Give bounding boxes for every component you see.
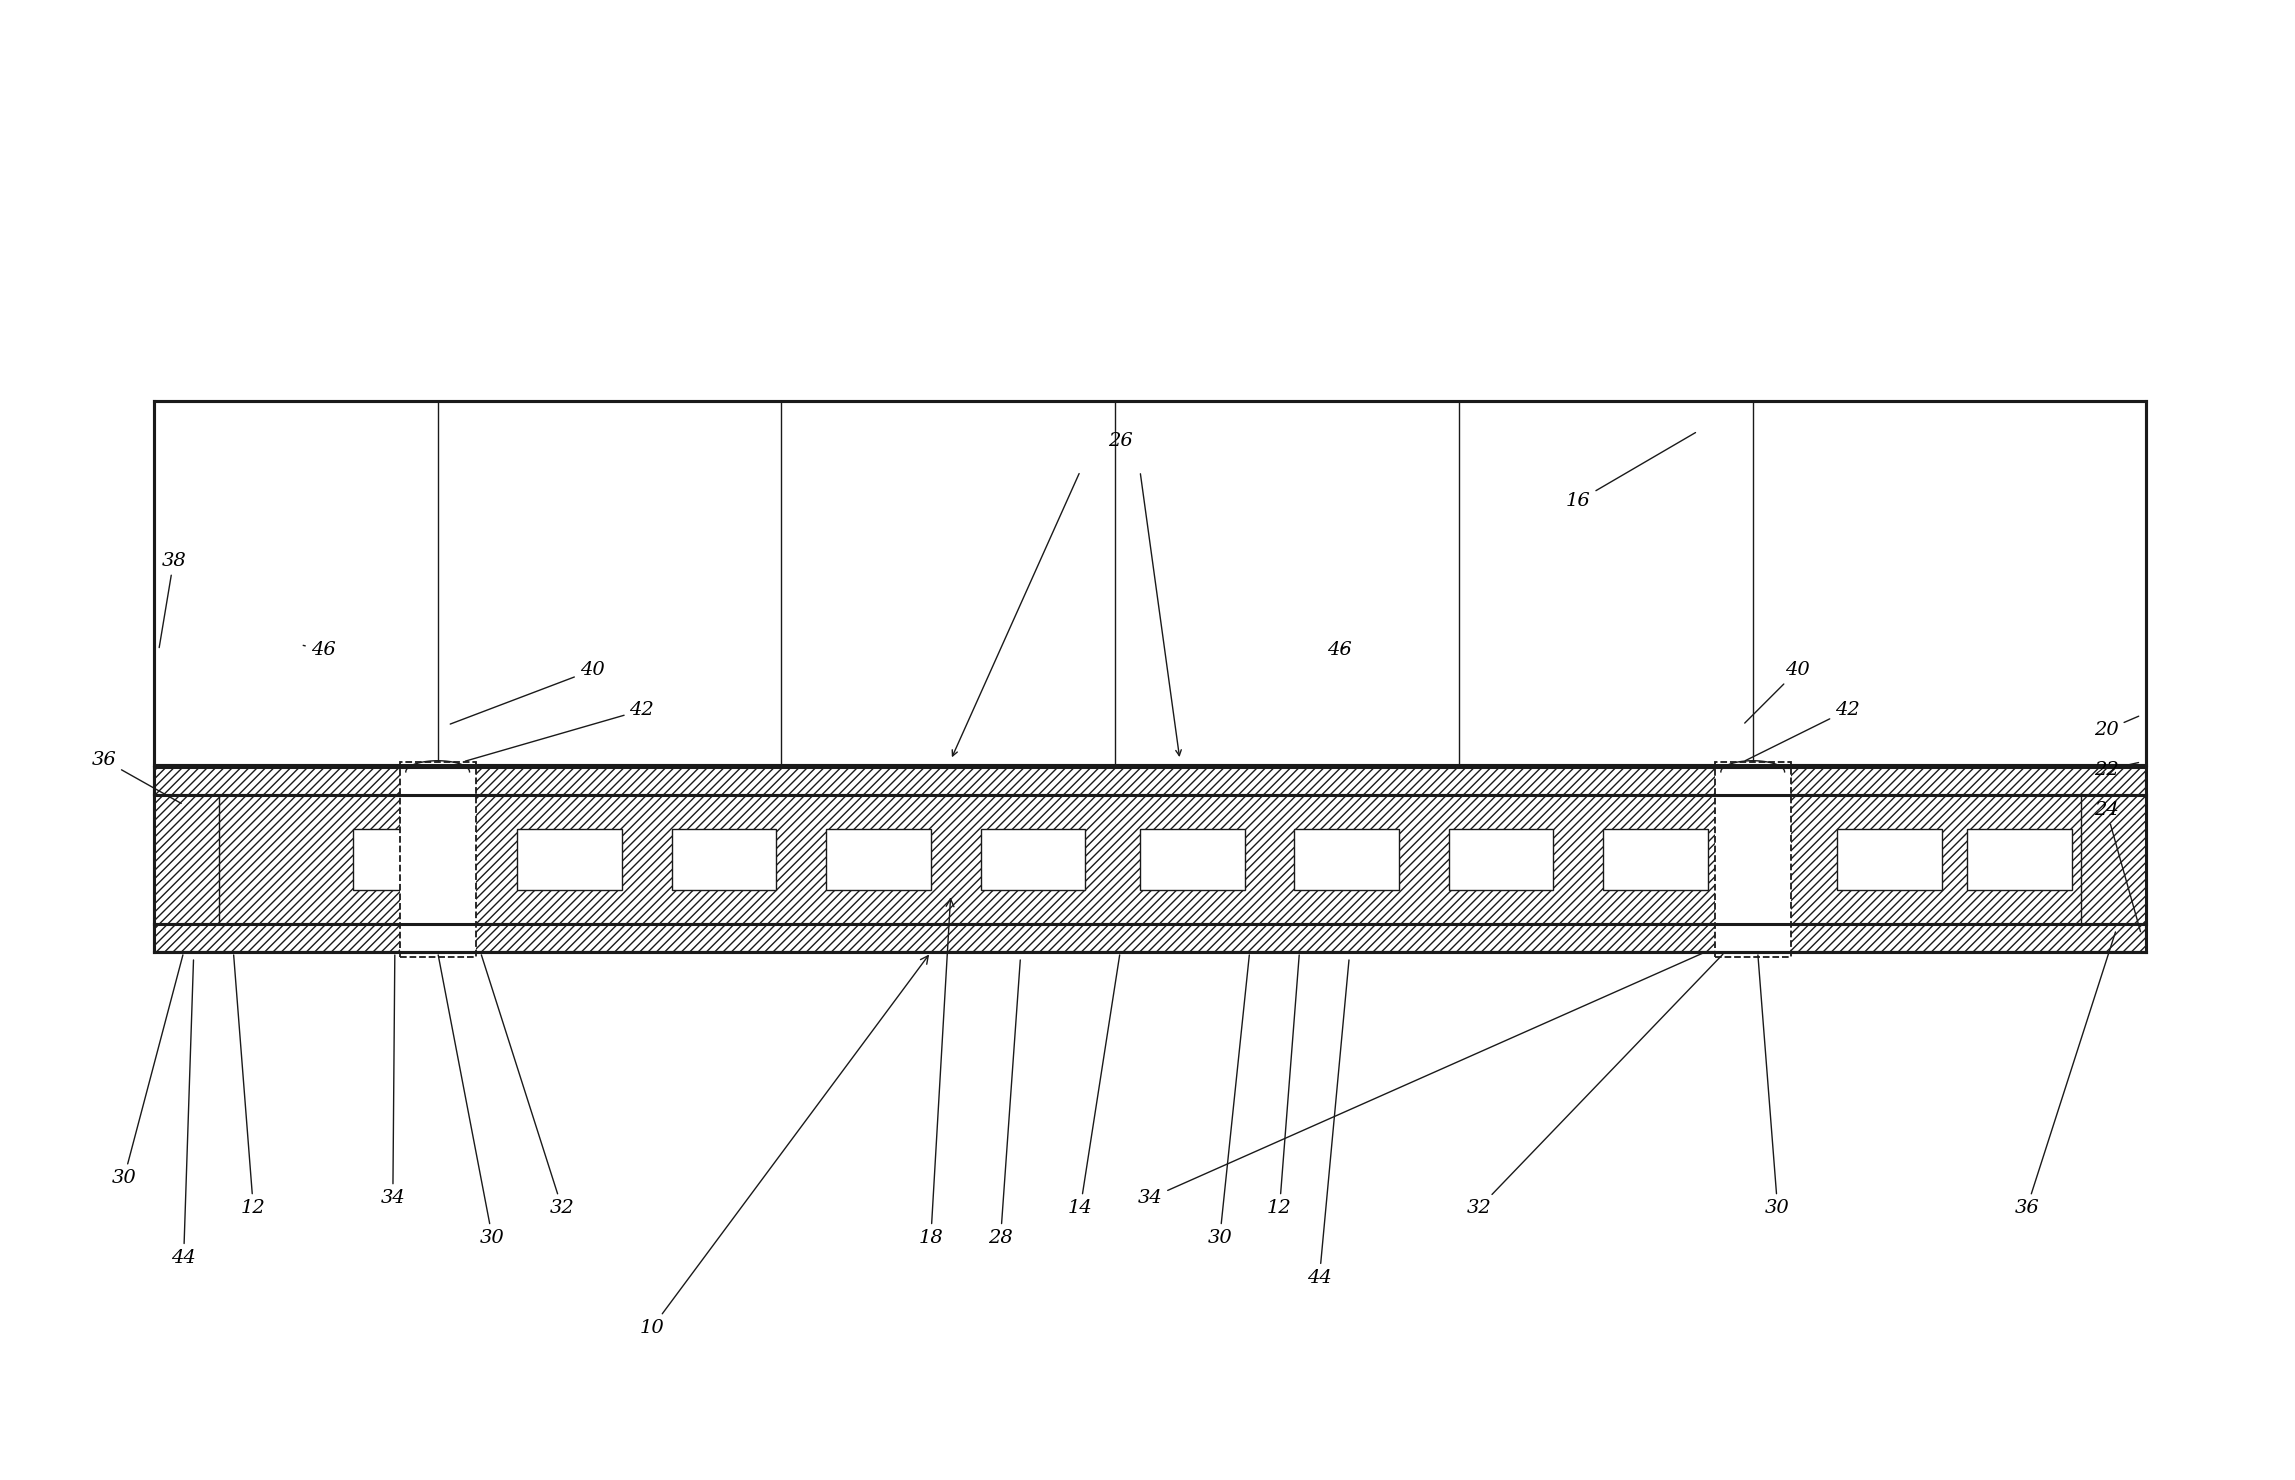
Text: 24: 24 bbox=[2093, 801, 2141, 931]
Text: 30: 30 bbox=[1207, 955, 1248, 1248]
Text: 44: 44 bbox=[172, 961, 195, 1267]
Bar bbox=[1714, 762, 1790, 958]
Text: 22: 22 bbox=[2093, 761, 2139, 778]
Text: 30: 30 bbox=[112, 955, 184, 1187]
Text: 10: 10 bbox=[640, 956, 927, 1336]
Bar bbox=[353, 829, 457, 891]
Bar bbox=[1448, 829, 1554, 891]
Text: 38: 38 bbox=[158, 552, 186, 648]
Bar bbox=[2082, 767, 2146, 952]
Bar bbox=[154, 767, 218, 952]
Text: 20: 20 bbox=[2093, 716, 2139, 739]
Text: 28: 28 bbox=[989, 961, 1021, 1248]
Bar bbox=[672, 829, 776, 891]
Bar bbox=[1141, 829, 1244, 891]
Bar bbox=[154, 401, 2146, 765]
Text: 16: 16 bbox=[1565, 432, 1696, 511]
Text: 32: 32 bbox=[482, 955, 574, 1217]
Text: 46: 46 bbox=[303, 641, 335, 659]
Bar bbox=[1967, 829, 2072, 891]
Bar bbox=[154, 795, 2146, 925]
Text: 14: 14 bbox=[1067, 955, 1120, 1217]
Bar bbox=[1294, 829, 1400, 891]
Text: 30: 30 bbox=[438, 955, 505, 1248]
Text: 12: 12 bbox=[1267, 955, 1299, 1217]
Text: 36: 36 bbox=[2015, 932, 2116, 1217]
Bar bbox=[980, 829, 1086, 891]
Bar bbox=[516, 829, 622, 891]
Text: 34: 34 bbox=[381, 955, 406, 1208]
Text: 18: 18 bbox=[918, 898, 955, 1248]
Bar bbox=[154, 925, 2146, 952]
Text: 36: 36 bbox=[92, 750, 181, 804]
Text: 34: 34 bbox=[1138, 953, 1703, 1208]
Text: 42: 42 bbox=[466, 702, 654, 761]
Bar bbox=[1838, 829, 1942, 891]
Bar bbox=[399, 762, 475, 958]
Bar bbox=[826, 829, 932, 891]
Text: 30: 30 bbox=[1758, 955, 1790, 1217]
Text: 42: 42 bbox=[1744, 702, 1859, 761]
Bar bbox=[154, 767, 2146, 795]
Text: 12: 12 bbox=[234, 955, 266, 1217]
Text: 40: 40 bbox=[450, 662, 604, 724]
Bar bbox=[1604, 829, 1707, 891]
Text: 46: 46 bbox=[1327, 641, 1352, 659]
Bar bbox=[218, 795, 2082, 925]
Text: 26: 26 bbox=[1108, 432, 1131, 450]
Text: 44: 44 bbox=[1306, 961, 1349, 1288]
Text: 32: 32 bbox=[1467, 955, 1724, 1217]
Text: 40: 40 bbox=[1744, 662, 1811, 724]
